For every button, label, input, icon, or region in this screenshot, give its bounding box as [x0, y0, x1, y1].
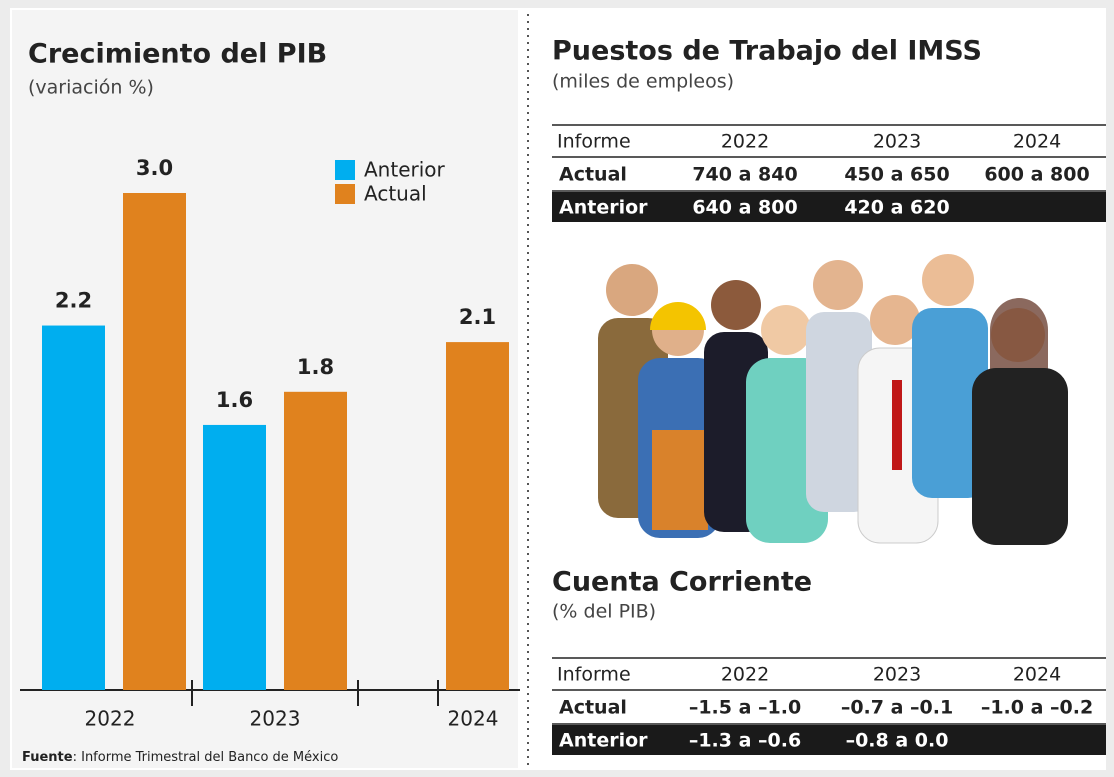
table-cell: –1.3 a –0.6 — [689, 730, 801, 752]
table-cell: Anterior — [559, 197, 648, 219]
table-subtitle: (miles de empleos) — [552, 71, 734, 93]
data-label: 1.6 — [216, 388, 253, 412]
table-cell: –1.5 a –1.0 — [689, 697, 801, 719]
source-label: Fuente — [22, 750, 73, 765]
bar — [203, 424, 266, 690]
bar — [284, 391, 347, 690]
table-cell: Actual — [559, 697, 627, 719]
data-label: 3.0 — [136, 156, 173, 180]
table-title: Puestos de Trabajo del IMSS — [552, 36, 982, 67]
photo — [552, 250, 1080, 545]
table-cell: Actual — [559, 164, 627, 186]
table-header: 2023 — [873, 131, 921, 153]
source: Fuente: Informe Trimestral del Banco de … — [22, 750, 338, 765]
chart-title: Crecimiento del PIB — [28, 39, 327, 70]
data-label: 2.2 — [55, 289, 92, 313]
table-cell: 740 a 840 — [692, 164, 797, 186]
table-cell: –1.0 a –0.2 — [981, 697, 1093, 719]
table-cell: 600 a 800 — [984, 164, 1089, 186]
table-header: 2022 — [721, 131, 769, 153]
table-row-bg — [552, 725, 1106, 755]
source-text: : Informe Trimestral del Banco de México — [73, 750, 339, 765]
x-tick-label: 2023 — [250, 707, 301, 731]
table-header: 2022 — [721, 664, 769, 686]
table-cell: 420 a 620 — [844, 197, 949, 219]
table-cell: –0.8 a 0.0 — [846, 730, 949, 752]
bar — [123, 193, 186, 690]
table-cell: –0.7 a –0.1 — [841, 697, 953, 719]
bar — [446, 342, 509, 690]
table-cell: Anterior — [559, 730, 648, 752]
x-tick-label: 2024 — [448, 707, 499, 731]
bar — [42, 325, 105, 690]
data-label: 1.8 — [297, 355, 334, 379]
table-cell: 640 a 800 — [692, 197, 797, 219]
x-tick-label: 2022 — [85, 707, 136, 731]
table-title: Cuenta Corriente — [552, 567, 812, 598]
legend-label: Anterior — [364, 158, 446, 182]
table-header: 2024 — [1013, 131, 1061, 153]
legend-swatch — [335, 160, 355, 180]
table-header: Informe — [557, 131, 631, 153]
table-cell: 450 a 650 — [844, 164, 949, 186]
table-header: Informe — [557, 664, 631, 686]
chart-subtitle: (variación %) — [28, 77, 154, 99]
legend-swatch — [335, 184, 355, 204]
table-header: 2023 — [873, 664, 921, 686]
table-subtitle: (% del PIB) — [552, 601, 656, 623]
table-header: 2024 — [1013, 664, 1061, 686]
data-label: 2.1 — [459, 305, 496, 329]
legend-label: Actual — [364, 182, 427, 206]
table-row-bg — [552, 192, 1106, 222]
